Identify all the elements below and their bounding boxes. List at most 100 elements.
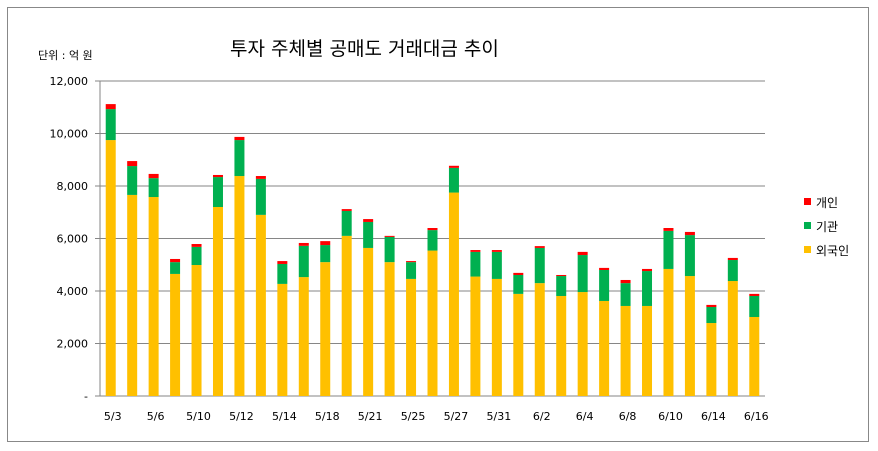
bar-외국인 [363, 247, 374, 396]
bar-외국인 [384, 262, 395, 396]
bar-기관 [255, 178, 266, 215]
bar-개인 [663, 228, 674, 231]
bar-외국인 [298, 277, 309, 396]
bar-개인 [642, 268, 653, 272]
legend-label: 개인 [816, 196, 838, 210]
bar-기관 [749, 295, 760, 317]
bar-개인 [298, 242, 309, 246]
bar-기관 [534, 247, 545, 284]
bar-기관 [577, 255, 588, 293]
bar-외국인 [234, 176, 245, 396]
bar-외국인 [406, 278, 417, 396]
bar-기관 [277, 263, 288, 284]
x-tick-label: 5/10 [186, 410, 211, 423]
bar-기관 [191, 246, 202, 266]
bar-외국인 [170, 273, 181, 396]
bar-외국인 [212, 207, 223, 396]
bar-개인 [727, 257, 738, 261]
bar-기관 [448, 167, 459, 193]
bar-외국인 [727, 281, 738, 396]
bar-외국인 [663, 268, 674, 396]
x-tick-label: 5/18 [315, 410, 340, 423]
bar-개인 [170, 258, 181, 263]
bar-외국인 [620, 305, 631, 396]
bar-개인 [577, 251, 588, 256]
x-tick-label: 5/21 [358, 410, 383, 423]
bar-기관 [341, 210, 352, 236]
chart-title: 투자 주체별 공매도 거래대금 추이 [230, 38, 499, 60]
bar-개인 [320, 241, 331, 246]
bar-외국인 [534, 283, 545, 396]
bar-개인 [277, 261, 288, 264]
bar-기관 [234, 140, 245, 177]
bar-기관 [212, 177, 223, 207]
bar-개인 [427, 228, 438, 231]
bar-개인 [406, 261, 417, 263]
bar-개인 [127, 161, 138, 167]
y-tick-label: 4,000 [57, 285, 89, 298]
bar-개인 [105, 104, 116, 110]
bar-기관 [148, 178, 159, 198]
y-tick-label: 12,000 [50, 75, 89, 88]
legend-label: 외국인 [816, 244, 849, 258]
bar-개인 [513, 272, 524, 275]
bar-개인 [706, 304, 717, 308]
bar-개인 [534, 246, 545, 248]
y-tick-label: 10,000 [50, 128, 89, 141]
y-tick-label: 6,000 [57, 233, 89, 246]
bar-기관 [642, 271, 653, 306]
bar-기관 [513, 274, 524, 294]
bar-기관 [320, 245, 331, 263]
bar-기관 [599, 270, 610, 301]
bar-개인 [234, 136, 245, 141]
bar-개인 [255, 176, 266, 179]
x-tick-label: 5/14 [272, 410, 297, 423]
bar-기관 [684, 235, 695, 277]
bar-기관 [491, 251, 502, 279]
bar-기관 [384, 236, 395, 263]
x-tick-label: 6/8 [619, 410, 637, 423]
chart-frame [7, 7, 869, 442]
unit-label: 단위 : 억 원 [38, 49, 93, 62]
bar-기관 [363, 221, 374, 248]
bar-외국인 [491, 278, 502, 396]
bar-개인 [148, 173, 159, 179]
bar-개인 [491, 250, 502, 252]
bar-기관 [706, 307, 717, 324]
bar-외국인 [277, 283, 288, 396]
x-tick-label: 5/6 [147, 410, 165, 423]
bar-외국인 [642, 305, 653, 396]
bar-기관 [298, 245, 309, 278]
bar-외국인 [105, 140, 116, 396]
bar-외국인 [599, 300, 610, 396]
bar-외국인 [513, 293, 524, 396]
bar-외국인 [255, 214, 266, 396]
bar-기관 [127, 166, 138, 195]
x-tick-label: 6/16 [744, 410, 769, 423]
bar-외국인 [127, 194, 138, 396]
x-tick-label: 5/27 [444, 410, 469, 423]
bar-개인 [749, 293, 760, 296]
bar-개인 [363, 219, 374, 222]
bar-개인 [470, 250, 481, 252]
bar-기관 [470, 251, 481, 277]
x-tick-label: 6/14 [701, 410, 726, 423]
bar-개인 [684, 231, 695, 236]
x-tick-label: 6/2 [533, 410, 551, 423]
legend-swatch [804, 222, 811, 229]
legend-label: 기관 [816, 220, 838, 234]
bar-개인 [212, 174, 223, 178]
bar-외국인 [470, 276, 481, 396]
bar-기관 [170, 262, 181, 274]
x-tick-label: 5/12 [229, 410, 254, 423]
bar-외국인 [427, 250, 438, 396]
bar-기관 [663, 230, 674, 269]
bar-개인 [341, 209, 352, 211]
x-tick-label: 5/31 [487, 410, 512, 423]
bar-개인 [620, 279, 631, 284]
bar-기관 [427, 230, 438, 251]
bar-외국인 [191, 265, 202, 396]
bar-기관 [727, 260, 738, 282]
bar-외국인 [577, 292, 588, 396]
